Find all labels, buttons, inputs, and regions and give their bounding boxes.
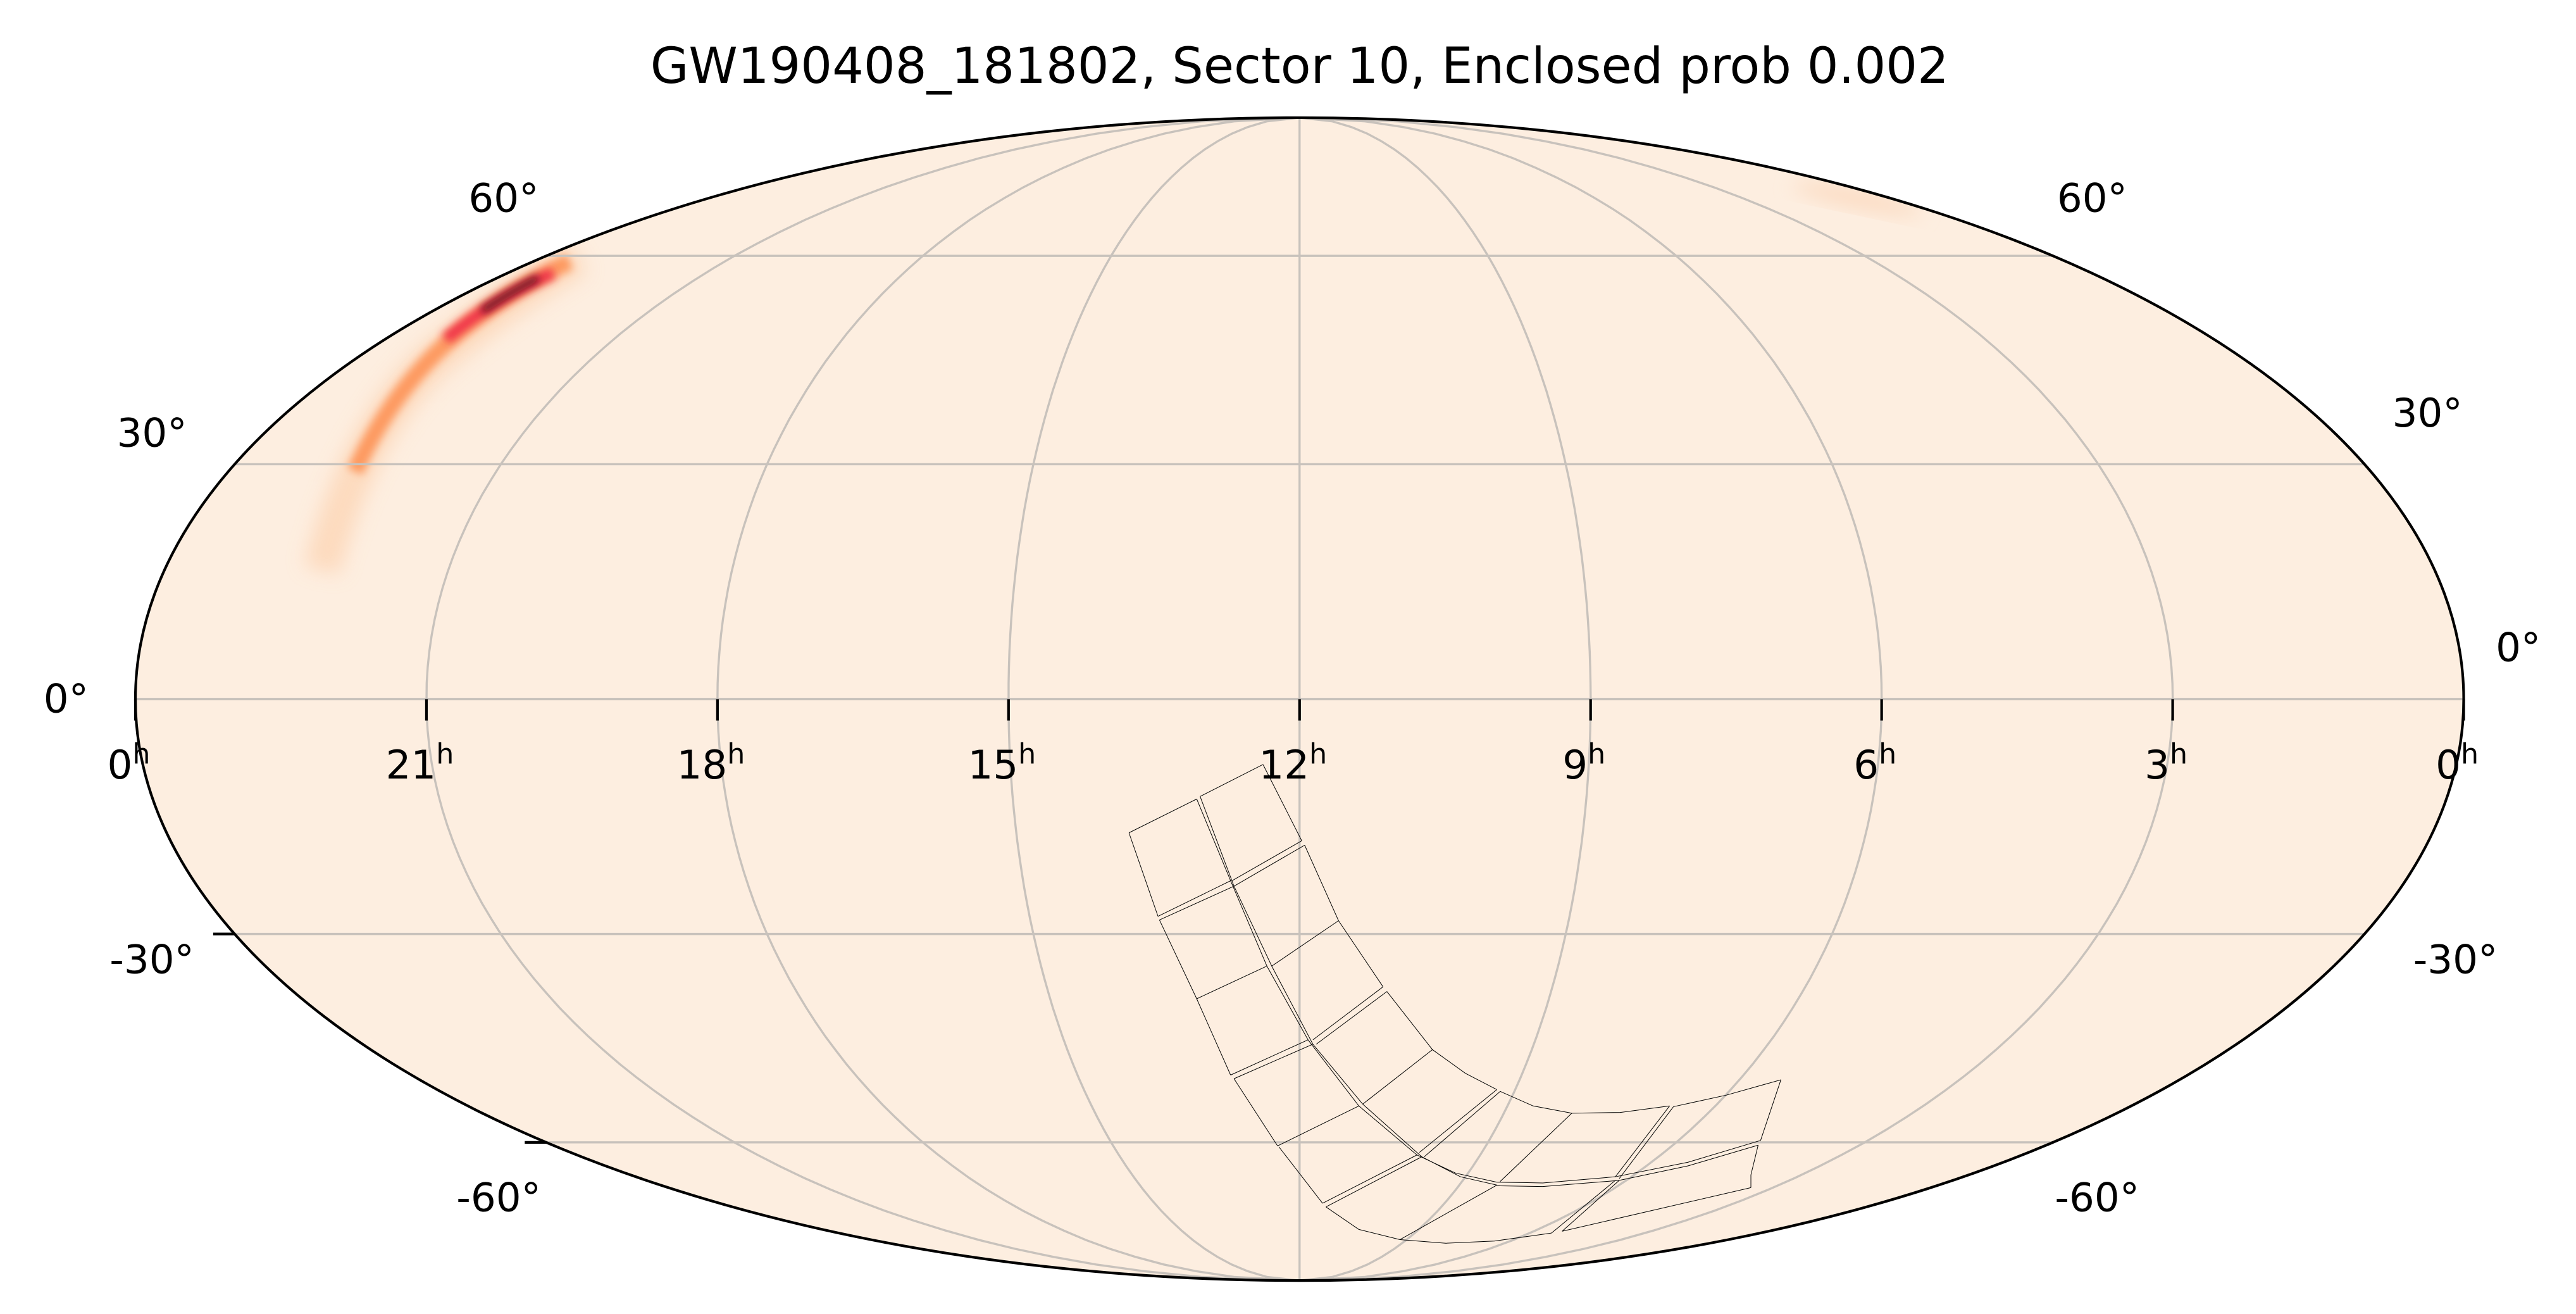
prob-faint-blob-ne [1793, 182, 1922, 215]
ra-tick-unit: h [1879, 738, 1896, 770]
ccd-edge [1231, 1040, 1308, 1075]
ccd-edge [1129, 799, 1197, 832]
dec-tick-label-left: -30° [109, 937, 194, 983]
dec-tick-label-right: 0° [2496, 625, 2541, 671]
chart-title: GW190408_181802, Sector 10, Enclosed pro… [650, 37, 1949, 95]
ccd-edge [1263, 765, 1302, 841]
ra-tick-unit: h [2461, 738, 2479, 770]
ra-tick-label: 9h [1562, 738, 1605, 787]
ccd-edge [1619, 1106, 1674, 1179]
ra-tick-value: 15 [968, 742, 1018, 788]
ccd-edge [1158, 880, 1231, 916]
ra-tick-value: 21 [386, 742, 437, 788]
ccd-edge [1278, 1106, 1359, 1146]
ra-tick-label: 3h [2144, 738, 2187, 787]
ccd-edge [1363, 1049, 1433, 1104]
ra-tick-value: 0 [2436, 742, 2461, 788]
ra-tick-unit: h [436, 738, 454, 770]
ccd-edge [1234, 1044, 1313, 1079]
ccd-edge [1272, 921, 1339, 967]
ccd-edge [1316, 992, 1387, 1044]
ra-tick-label: 15h [968, 738, 1036, 787]
prob-peak [480, 275, 540, 314]
sector-footprint [1129, 765, 1781, 1243]
ccd-edge [1313, 987, 1383, 1040]
ccd-edge [1129, 833, 1158, 917]
ccd-edge [1552, 1180, 1615, 1233]
ccd-edge [1562, 1180, 1619, 1231]
ra-tick-unit: h [1018, 738, 1036, 770]
ccd-edge [1615, 1106, 1670, 1177]
ccd-edge [1500, 1113, 1572, 1182]
ccd-edge [1234, 845, 1305, 886]
dec-tick-label-right: -30° [2413, 937, 2498, 983]
ra-tick-value: 12 [1259, 742, 1309, 788]
dec-tick-label-right: 60° [2057, 175, 2127, 222]
ra-tick-value: 18 [677, 742, 728, 788]
ra-tick-label: 18h [677, 738, 745, 787]
probability-heatmap [304, 182, 1922, 575]
ccd-edge [1234, 1079, 1278, 1146]
dec-tick-label-left: 0° [44, 675, 89, 722]
ra-tick-label: 0h [108, 738, 151, 787]
ccd-edge [1200, 796, 1758, 1186]
ccd-edge [1279, 1147, 1322, 1203]
axis-labels: 0h 21h 18h 15h 12h 9h 6h 3h 0h60°30°0°-30°-60°60… [44, 175, 2541, 1221]
ccd-edge [1760, 1080, 1781, 1141]
axis-ticks [134, 699, 2465, 1144]
ra-tick-unit: h [1588, 738, 1605, 770]
ra-tick-label: 6h [1853, 738, 1896, 787]
ccd-edge [1197, 966, 1267, 999]
ccd-edge [1326, 1207, 1400, 1240]
ra-tick-unit: h [132, 738, 150, 770]
dec-tick-label-right: 30° [2392, 390, 2463, 436]
ra-tick-label: 12h [1259, 738, 1327, 787]
ccd-edge [1232, 841, 1302, 880]
ccd-edge [1419, 1089, 1496, 1152]
ccd-edge [1400, 1185, 1496, 1239]
dec-tick-label-right: -60° [2055, 1175, 2139, 1221]
dec-tick-label-left: 30° [117, 410, 187, 456]
dec-tick-label-left: -60° [456, 1175, 541, 1221]
ccd-edge [1400, 1233, 1551, 1243]
ccd-edge [1500, 1091, 1670, 1113]
ccd-edge [1562, 1187, 1751, 1231]
ccd-edge [1326, 1157, 1421, 1207]
ra-tick-value: 9 [1562, 742, 1588, 788]
ccd-edge [1674, 1080, 1781, 1106]
ra-tick-label: 21h [386, 738, 454, 787]
ra-tick-unit: h [2170, 738, 2187, 770]
ccd-edge [1424, 1091, 1500, 1156]
ra-tick-label: 0h [2436, 738, 2479, 787]
dec-tick-label-left: 60° [468, 175, 538, 222]
ccd-edge [1159, 920, 1230, 1075]
ccd-edge [1200, 765, 1263, 796]
ccd-edge [1159, 886, 1234, 920]
ra-tick-unit: h [1309, 738, 1327, 770]
ccd-edge [1322, 1155, 1417, 1203]
ra-tick-value: 0 [108, 742, 133, 788]
ra-tick-value: 3 [2144, 742, 2170, 788]
ra-tick-value: 6 [1853, 742, 1879, 788]
ccd-edge [1751, 1145, 1758, 1187]
ccd-edge [1387, 992, 1497, 1090]
ra-tick-unit: h [727, 738, 745, 770]
